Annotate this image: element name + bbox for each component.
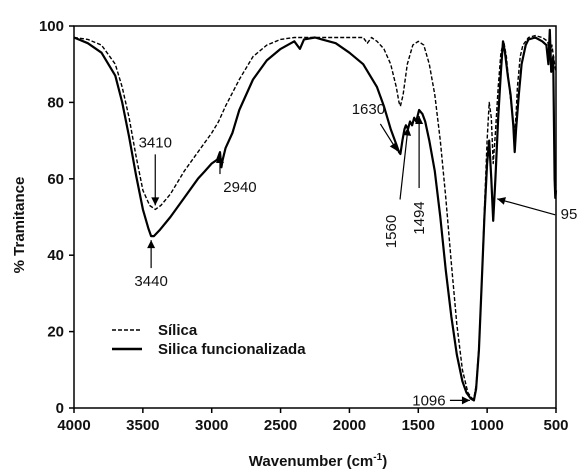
- series-line-silica: [73, 34, 557, 400]
- arrow-head: [403, 127, 412, 136]
- x-tick-label: 2000: [333, 417, 366, 434]
- x-tick-label: 3500: [126, 417, 159, 434]
- series-line-silica-funcionalizada: [73, 28, 558, 402]
- axes: 4000 3500 3000 2500 2000 1500 1000 500 0 20 40 60 80…: [39, 18, 569, 434]
- x-tick-label: 2500: [264, 417, 297, 434]
- plot-frame: [73, 25, 557, 409]
- annotation-3440: 3440: [134, 240, 168, 290]
- y-tick-label: 40: [47, 247, 64, 264]
- x-tick-label: 1500: [402, 417, 435, 434]
- legend-label-silica-funcionalizada: Silica funcionalizada: [158, 341, 306, 358]
- arrow-head: [389, 142, 398, 151]
- arrow-line: [399, 127, 409, 200]
- peak-label: 3440: [134, 273, 167, 290]
- peak-label: 1630: [352, 101, 385, 118]
- series-lines: [73, 28, 558, 402]
- y-tick-label: 0: [56, 400, 64, 417]
- arrow-head: [147, 240, 156, 249]
- x-tick-label: 1000: [470, 417, 503, 434]
- legend-label-silica: Sílica: [158, 322, 198, 339]
- x-axis-title-main: Wavenumber (cm: [249, 453, 373, 470]
- peak-label: 956: [561, 206, 577, 223]
- legend: Sílica Silica funcionalizada: [112, 322, 306, 358]
- annotation-1096: 1096: [412, 392, 470, 409]
- x-tick-label: 4000: [57, 417, 90, 434]
- x-axis-title: Wavenumber (cm-1): [249, 452, 387, 470]
- arrow-head: [215, 155, 224, 164]
- peak-label: 1494: [411, 201, 428, 234]
- peak-label: 3410: [139, 134, 172, 151]
- x-axis-title-tail: ): [382, 453, 387, 470]
- arrow-head: [151, 197, 160, 206]
- annotation-3410: 3410: [139, 134, 172, 206]
- y-tick-label: 100: [39, 18, 64, 35]
- annotations: 3410 3440 2940 1630 1560 1494 1096 956: [134, 101, 577, 409]
- annotation-1494: 1494: [411, 116, 428, 235]
- plot-area: [73, 25, 557, 409]
- annotation-2940: 2940: [215, 155, 257, 196]
- annotation-1630: 1630: [352, 101, 398, 152]
- x-axis-title-sup: -1: [373, 452, 382, 463]
- y-tick-label: 60: [47, 171, 64, 188]
- y-tick-label: 80: [47, 94, 64, 111]
- peak-label: 1096: [412, 392, 445, 409]
- y-tick-label: 20: [47, 324, 64, 341]
- annotation-1560: 1560: [383, 127, 412, 248]
- x-tick-label: 3000: [195, 417, 228, 434]
- arrow-head: [497, 197, 506, 205]
- annotation-956: 956: [497, 197, 577, 223]
- arrow-line: [497, 198, 556, 216]
- y-axis-title: % Tramitance: [11, 177, 28, 274]
- peak-label: 1560: [383, 215, 400, 248]
- arrow-head: [415, 116, 424, 125]
- x-tick-label: 500: [543, 417, 568, 434]
- peak-label: 2940: [223, 179, 256, 196]
- arrow-head: [461, 396, 470, 405]
